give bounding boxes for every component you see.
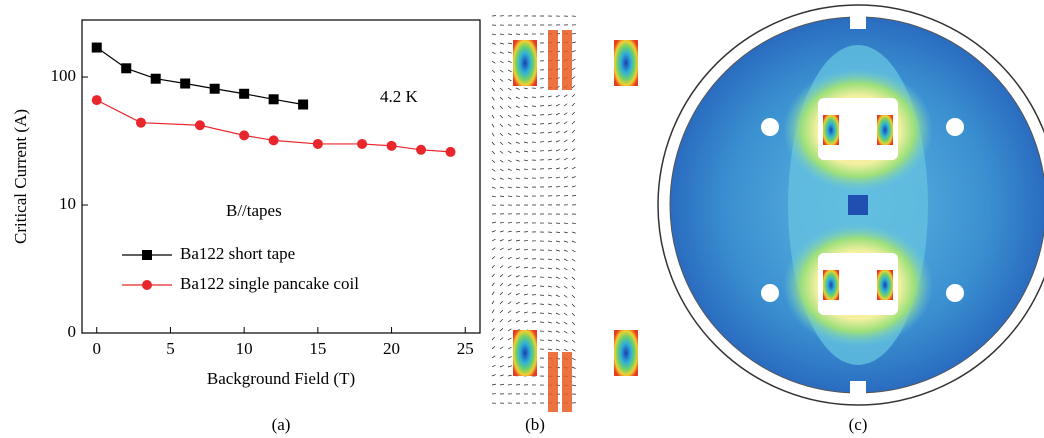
marker: [121, 63, 131, 73]
x-tick-label: 0: [92, 339, 101, 358]
annotation: 4.2 K: [380, 87, 419, 106]
y-tick-label: 0: [68, 322, 77, 341]
marker: [92, 43, 102, 53]
marker: [195, 120, 205, 130]
marker: [180, 79, 190, 89]
marker: [151, 74, 161, 84]
coil: [614, 40, 638, 86]
marker: [269, 135, 279, 145]
notch: [850, 381, 866, 395]
marker: [136, 118, 146, 128]
panel-a: 0 5 10 15 20 25 0 10 100 Background Field (T) Crit…: [11, 20, 480, 388]
coil: [877, 115, 893, 145]
coil: [614, 330, 638, 376]
panel-label: (c): [849, 415, 868, 434]
panel-label: (b): [525, 415, 545, 434]
legend-marker: [142, 250, 152, 260]
figure: 0 5 10 15 20 25 0 10 100 Background Field (T) Crit…: [0, 0, 1044, 438]
coil-edge: [548, 352, 558, 412]
x-tick-label: 10: [236, 339, 253, 358]
panel-label: (a): [272, 415, 291, 434]
hole: [761, 118, 779, 136]
legend-marker: [142, 280, 152, 290]
marker: [239, 130, 249, 140]
annotation: B//tapes: [226, 201, 282, 220]
legend-label: Ba122 short tape: [180, 244, 295, 263]
hole: [761, 284, 779, 302]
center-spot: [848, 195, 868, 215]
coil: [823, 115, 839, 145]
coil-edge: [562, 352, 572, 412]
coil: [513, 40, 537, 86]
x-tick-label: 15: [309, 339, 326, 358]
legend-label: Ba122 single pancake coil: [180, 274, 359, 293]
hole: [946, 284, 964, 302]
marker: [210, 84, 220, 94]
y-axis-label: Critical Current (A): [11, 109, 30, 244]
panel-c: [658, 5, 1044, 405]
notch: [850, 15, 866, 29]
marker: [446, 147, 456, 157]
marker: [239, 89, 249, 99]
marker: [387, 141, 397, 151]
marker: [313, 139, 323, 149]
coil: [823, 270, 839, 300]
marker: [298, 100, 308, 110]
marker: [416, 145, 426, 155]
coil-edge: [548, 30, 558, 90]
marker: [92, 95, 102, 105]
x-tick-label: 5: [166, 339, 175, 358]
panel-b: [488, 10, 638, 412]
y-tick-label: 100: [51, 66, 77, 85]
y-tick-label: 10: [59, 194, 76, 213]
x-tick-label: 25: [457, 339, 474, 358]
coil: [513, 330, 537, 376]
hole: [946, 118, 964, 136]
marker: [269, 94, 279, 104]
coil: [877, 270, 893, 300]
x-axis-label: Background Field (T): [207, 369, 355, 388]
x-tick-label: 20: [383, 339, 400, 358]
marker: [357, 139, 367, 149]
coil-edge: [562, 30, 572, 90]
